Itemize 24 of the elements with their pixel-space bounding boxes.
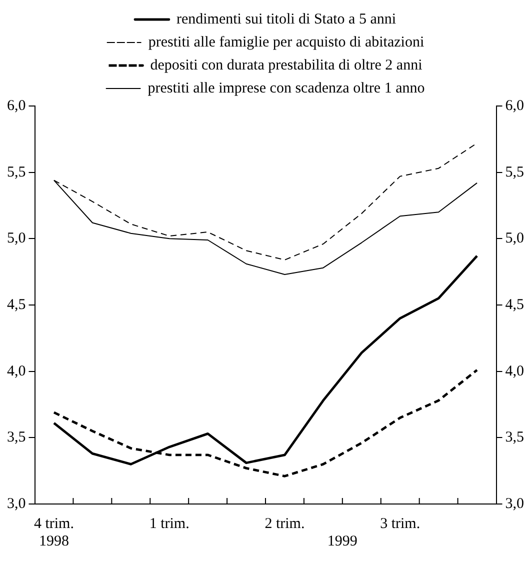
legend-label: rendimenti sui titoli di Stato a 5 anni [176, 11, 396, 28]
legend-label: depositi con durata prestabilita di oltre 2 anni [150, 57, 422, 74]
x-tick-label: 3 trim. [380, 516, 420, 532]
y-tick-label: 3,0 [7, 496, 26, 512]
x-tick-label: 4 trim. [34, 516, 74, 532]
x-tick-label: 1 trim. [149, 516, 190, 532]
y-tick-label: 6,0 [7, 98, 26, 114]
x-tick-label: 2 trim. [264, 516, 305, 532]
y-tick-label: 4,5 [7, 296, 26, 313]
legend-label: prestiti alle famiglie per acquisto di abitazioni [148, 34, 424, 50]
y-tick-label: 4,0 [7, 363, 26, 380]
y-tick-label: 5,0 [7, 230, 26, 247]
text: 1998 [38, 533, 69, 550]
legend-label: prestiti alle imprese con scadenza oltre 1 anno [148, 80, 425, 96]
y2-tick-label: 3,5 [505, 430, 524, 446]
y-tick-label: 5,5 [7, 164, 26, 180]
y-tick-label: 3,5 [7, 430, 26, 446]
y2-tick-label: 4,0 [505, 363, 524, 380]
text: 1999 [327, 533, 358, 550]
y2-tick-label: 5,0 [505, 230, 524, 247]
y2-tick-label: 5,5 [505, 164, 524, 180]
y2-tick-label: 6,0 [505, 98, 524, 114]
y2-tick-label: 4,5 [505, 296, 524, 313]
y2-tick-label: 3,0 [505, 496, 524, 512]
